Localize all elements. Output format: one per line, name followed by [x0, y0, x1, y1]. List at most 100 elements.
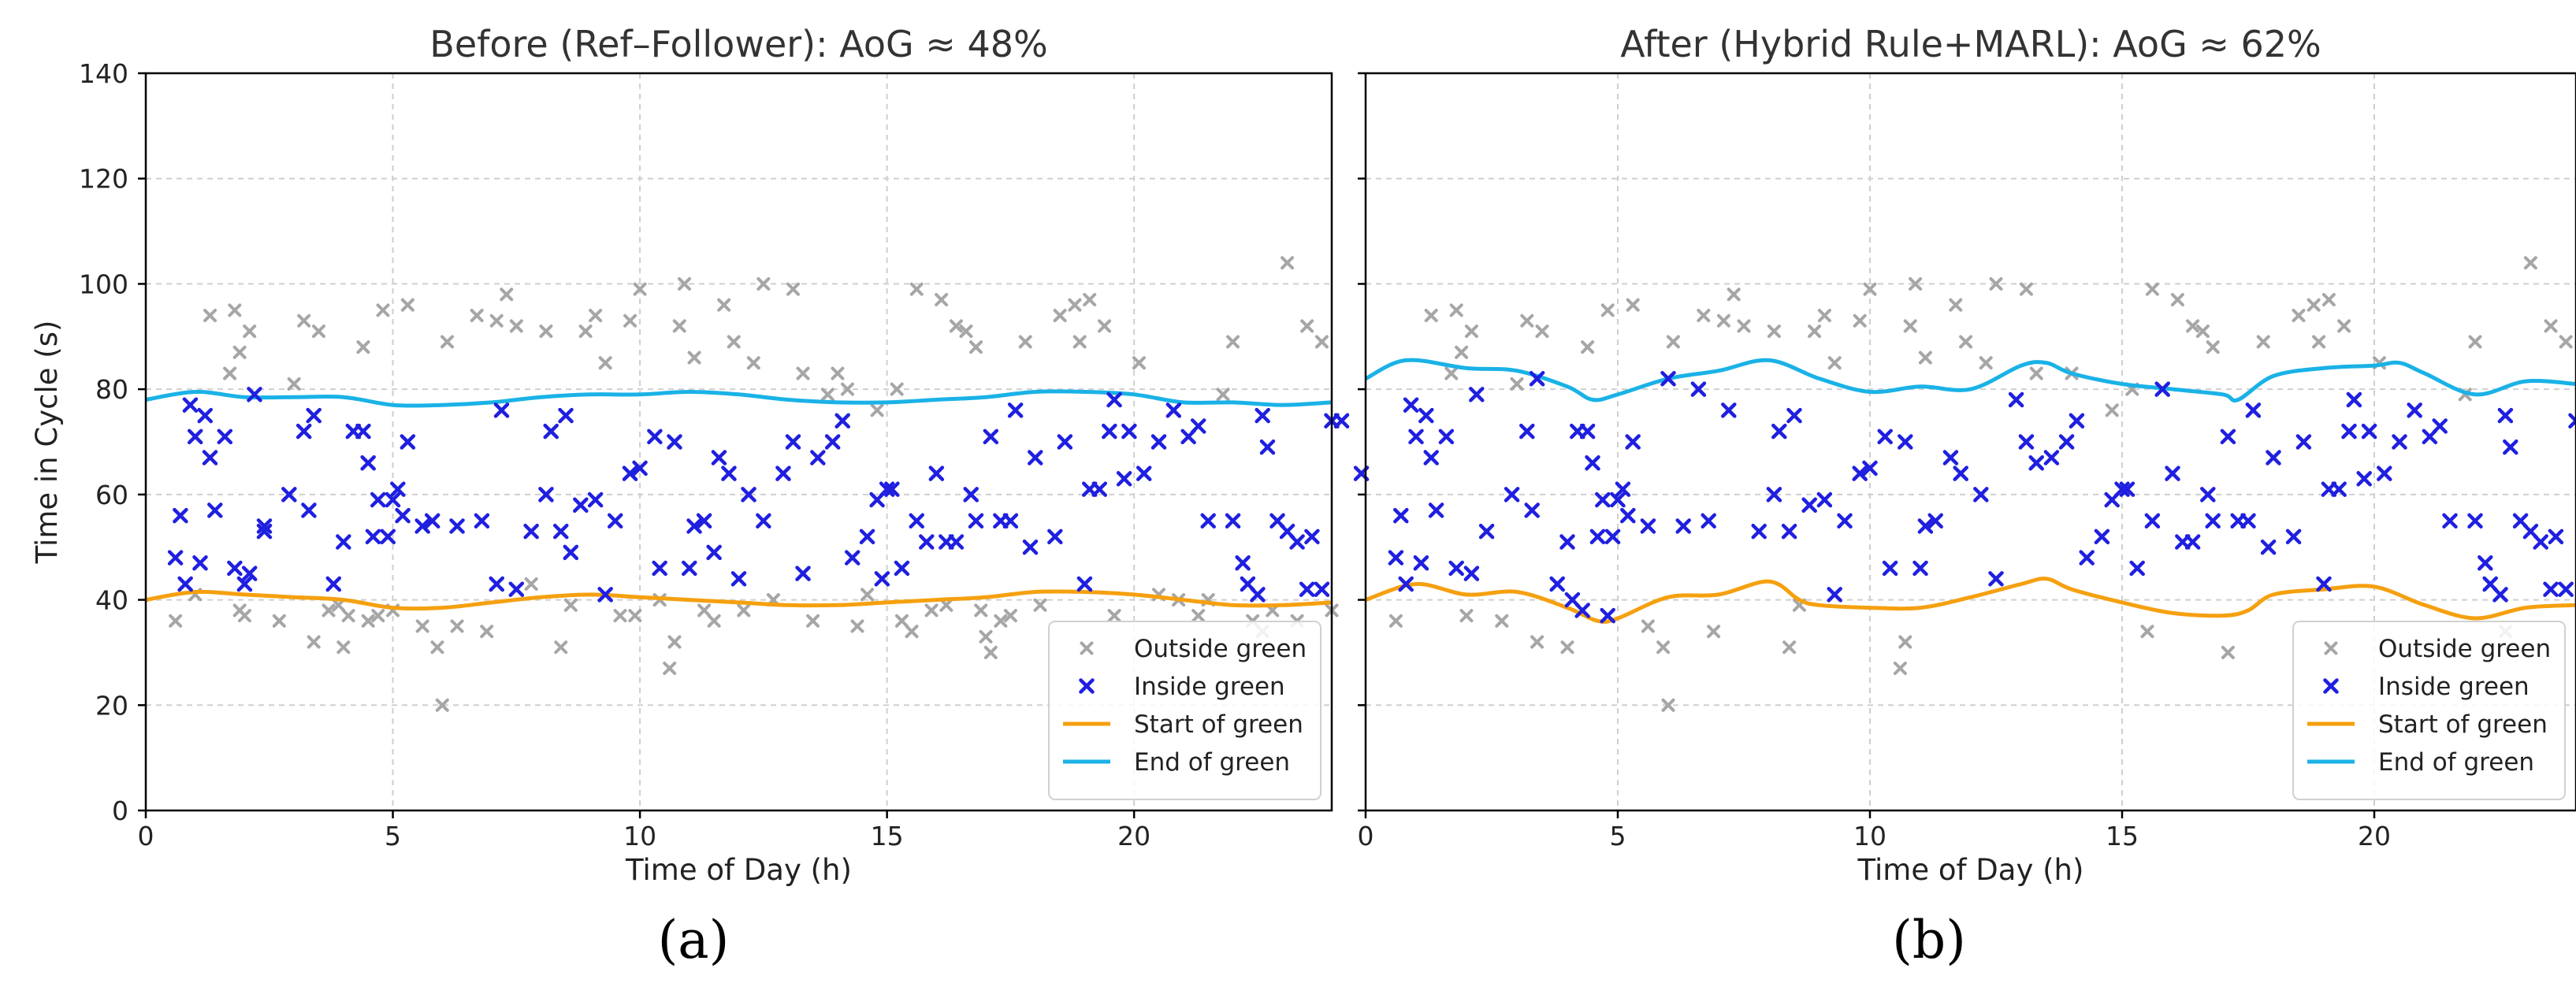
legend-entry-label: Outside green	[2378, 635, 2551, 663]
outside-green-point	[870, 403, 884, 417]
inside-green-point	[835, 413, 850, 429]
y-tick-label: 60	[95, 480, 128, 510]
outside-green-point	[554, 640, 568, 655]
inside-green-point	[1771, 423, 1787, 440]
inside-green-point	[859, 529, 875, 545]
outside-green-point	[1535, 325, 1549, 339]
inside-green-point	[390, 481, 406, 497]
inside-green-point	[1255, 407, 1270, 424]
outside-green-point	[237, 609, 251, 623]
outside-green-point	[905, 625, 919, 639]
inside-green-point	[1917, 518, 1934, 534]
inside-green-point	[355, 423, 371, 440]
inside-green-point	[2341, 423, 2357, 440]
legend: Outside green Inside green Start of green E…	[2292, 621, 2566, 800]
inside-green-point	[558, 407, 574, 424]
x-tick-label: 15	[871, 821, 904, 851]
inside-green-point	[1973, 487, 1989, 503]
plot-frame	[1364, 72, 2576, 812]
outside-green-point	[1388, 614, 1403, 628]
inside-green-point	[2260, 539, 2277, 555]
outside-green-point	[613, 609, 627, 623]
legend-entry-label: End of green	[2378, 748, 2534, 777]
legend-box	[1048, 621, 1321, 800]
outside-green-point	[1098, 319, 1112, 333]
outside-green-point	[430, 640, 444, 655]
inside-green-point	[1478, 523, 1495, 540]
inside-green-point	[2295, 434, 2312, 450]
inside-green-point	[1615, 481, 1631, 497]
outside-green-point	[1909, 276, 1923, 291]
x-axis-label: Time of Day (h)	[1857, 853, 2084, 887]
inside-green-point	[2079, 550, 2095, 566]
inside-green-point	[360, 454, 376, 471]
outside-green-point	[1626, 298, 1640, 312]
inside-green-point	[508, 581, 525, 597]
inside-green-point	[1022, 539, 1039, 555]
outside-green-point	[1449, 303, 1463, 317]
outside-green-point	[1003, 609, 1017, 623]
inside-green-point	[207, 503, 223, 518]
legend-entry-label: Outside green	[1134, 635, 1307, 663]
inside-green-point	[597, 587, 613, 603]
outside-green-point	[361, 614, 375, 628]
inside-green-point	[1721, 402, 1737, 418]
outside-green-point	[994, 614, 1008, 628]
outside-green-point	[371, 609, 385, 623]
inside-green-point	[2018, 434, 2035, 450]
inside-green-point	[1333, 413, 1350, 429]
inside-green-point	[1165, 402, 1182, 418]
inside-green-point	[301, 503, 317, 518]
x-tick-label: 20	[1117, 821, 1150, 851]
inside-green-point	[607, 513, 623, 529]
outside-green-point	[589, 309, 603, 323]
outside-green-point	[949, 319, 963, 333]
outside-green-point	[667, 635, 682, 649]
outside-green-point	[1666, 335, 1680, 349]
y-axis-label: Time in Cycle (s)	[30, 321, 64, 565]
inside-green-point	[2568, 413, 2576, 429]
outside-green-point	[2029, 366, 2043, 380]
inside-green-point	[2043, 450, 2060, 465]
inside-green-point	[380, 529, 396, 545]
inside-green-point	[2356, 471, 2372, 487]
inside-green-point	[2008, 391, 2024, 408]
plot-frame	[144, 72, 1333, 812]
outside-green-point	[1444, 366, 1459, 380]
outside-green-point	[983, 645, 998, 659]
outside-green-point	[243, 325, 257, 339]
outside-green-point	[1853, 313, 1867, 328]
outside-green-point	[1464, 325, 1478, 339]
inside-green-point	[370, 491, 386, 508]
inside-green-point	[489, 576, 504, 592]
legend-outside-key	[2324, 641, 2338, 655]
legend-entry-label: End of green	[1134, 748, 1290, 777]
inside-green-point	[587, 491, 604, 508]
inside-green-point	[1786, 407, 1802, 424]
inside-green-point	[1781, 523, 1797, 540]
outside-green-point	[1314, 335, 1329, 349]
outside-green-point	[974, 603, 988, 618]
inside-green-point	[1028, 450, 1043, 465]
inside-green-point	[1827, 587, 1842, 603]
outside-green-point	[287, 376, 301, 391]
inside-green-point	[474, 513, 490, 529]
legend-inside-key	[1079, 678, 1095, 694]
y-tick-label: 120	[79, 164, 128, 195]
outside-green-point	[2523, 256, 2537, 270]
inside-green-point	[2154, 381, 2170, 397]
outside-green-point	[232, 345, 247, 359]
outside-green-point	[1641, 619, 1655, 633]
outside-green-point	[1903, 319, 1917, 333]
inside-green-point	[2266, 450, 2281, 465]
panel-a: 0 5 10 15 20 0 20 40 60 80 100 120 140 Before (Ref–Fo…	[30, 23, 1370, 887]
outside-green-point	[1600, 303, 1615, 317]
inside-green-point	[1408, 428, 1424, 445]
inside-green-point	[202, 450, 218, 465]
outside-green-point	[628, 609, 642, 623]
legend: Outside green Inside green Start of green E…	[1048, 621, 1321, 800]
inside-green-point	[2503, 439, 2518, 455]
inside-green-point	[1898, 434, 1913, 450]
inside-green-point	[493, 402, 510, 418]
inside-green-point	[647, 428, 663, 445]
